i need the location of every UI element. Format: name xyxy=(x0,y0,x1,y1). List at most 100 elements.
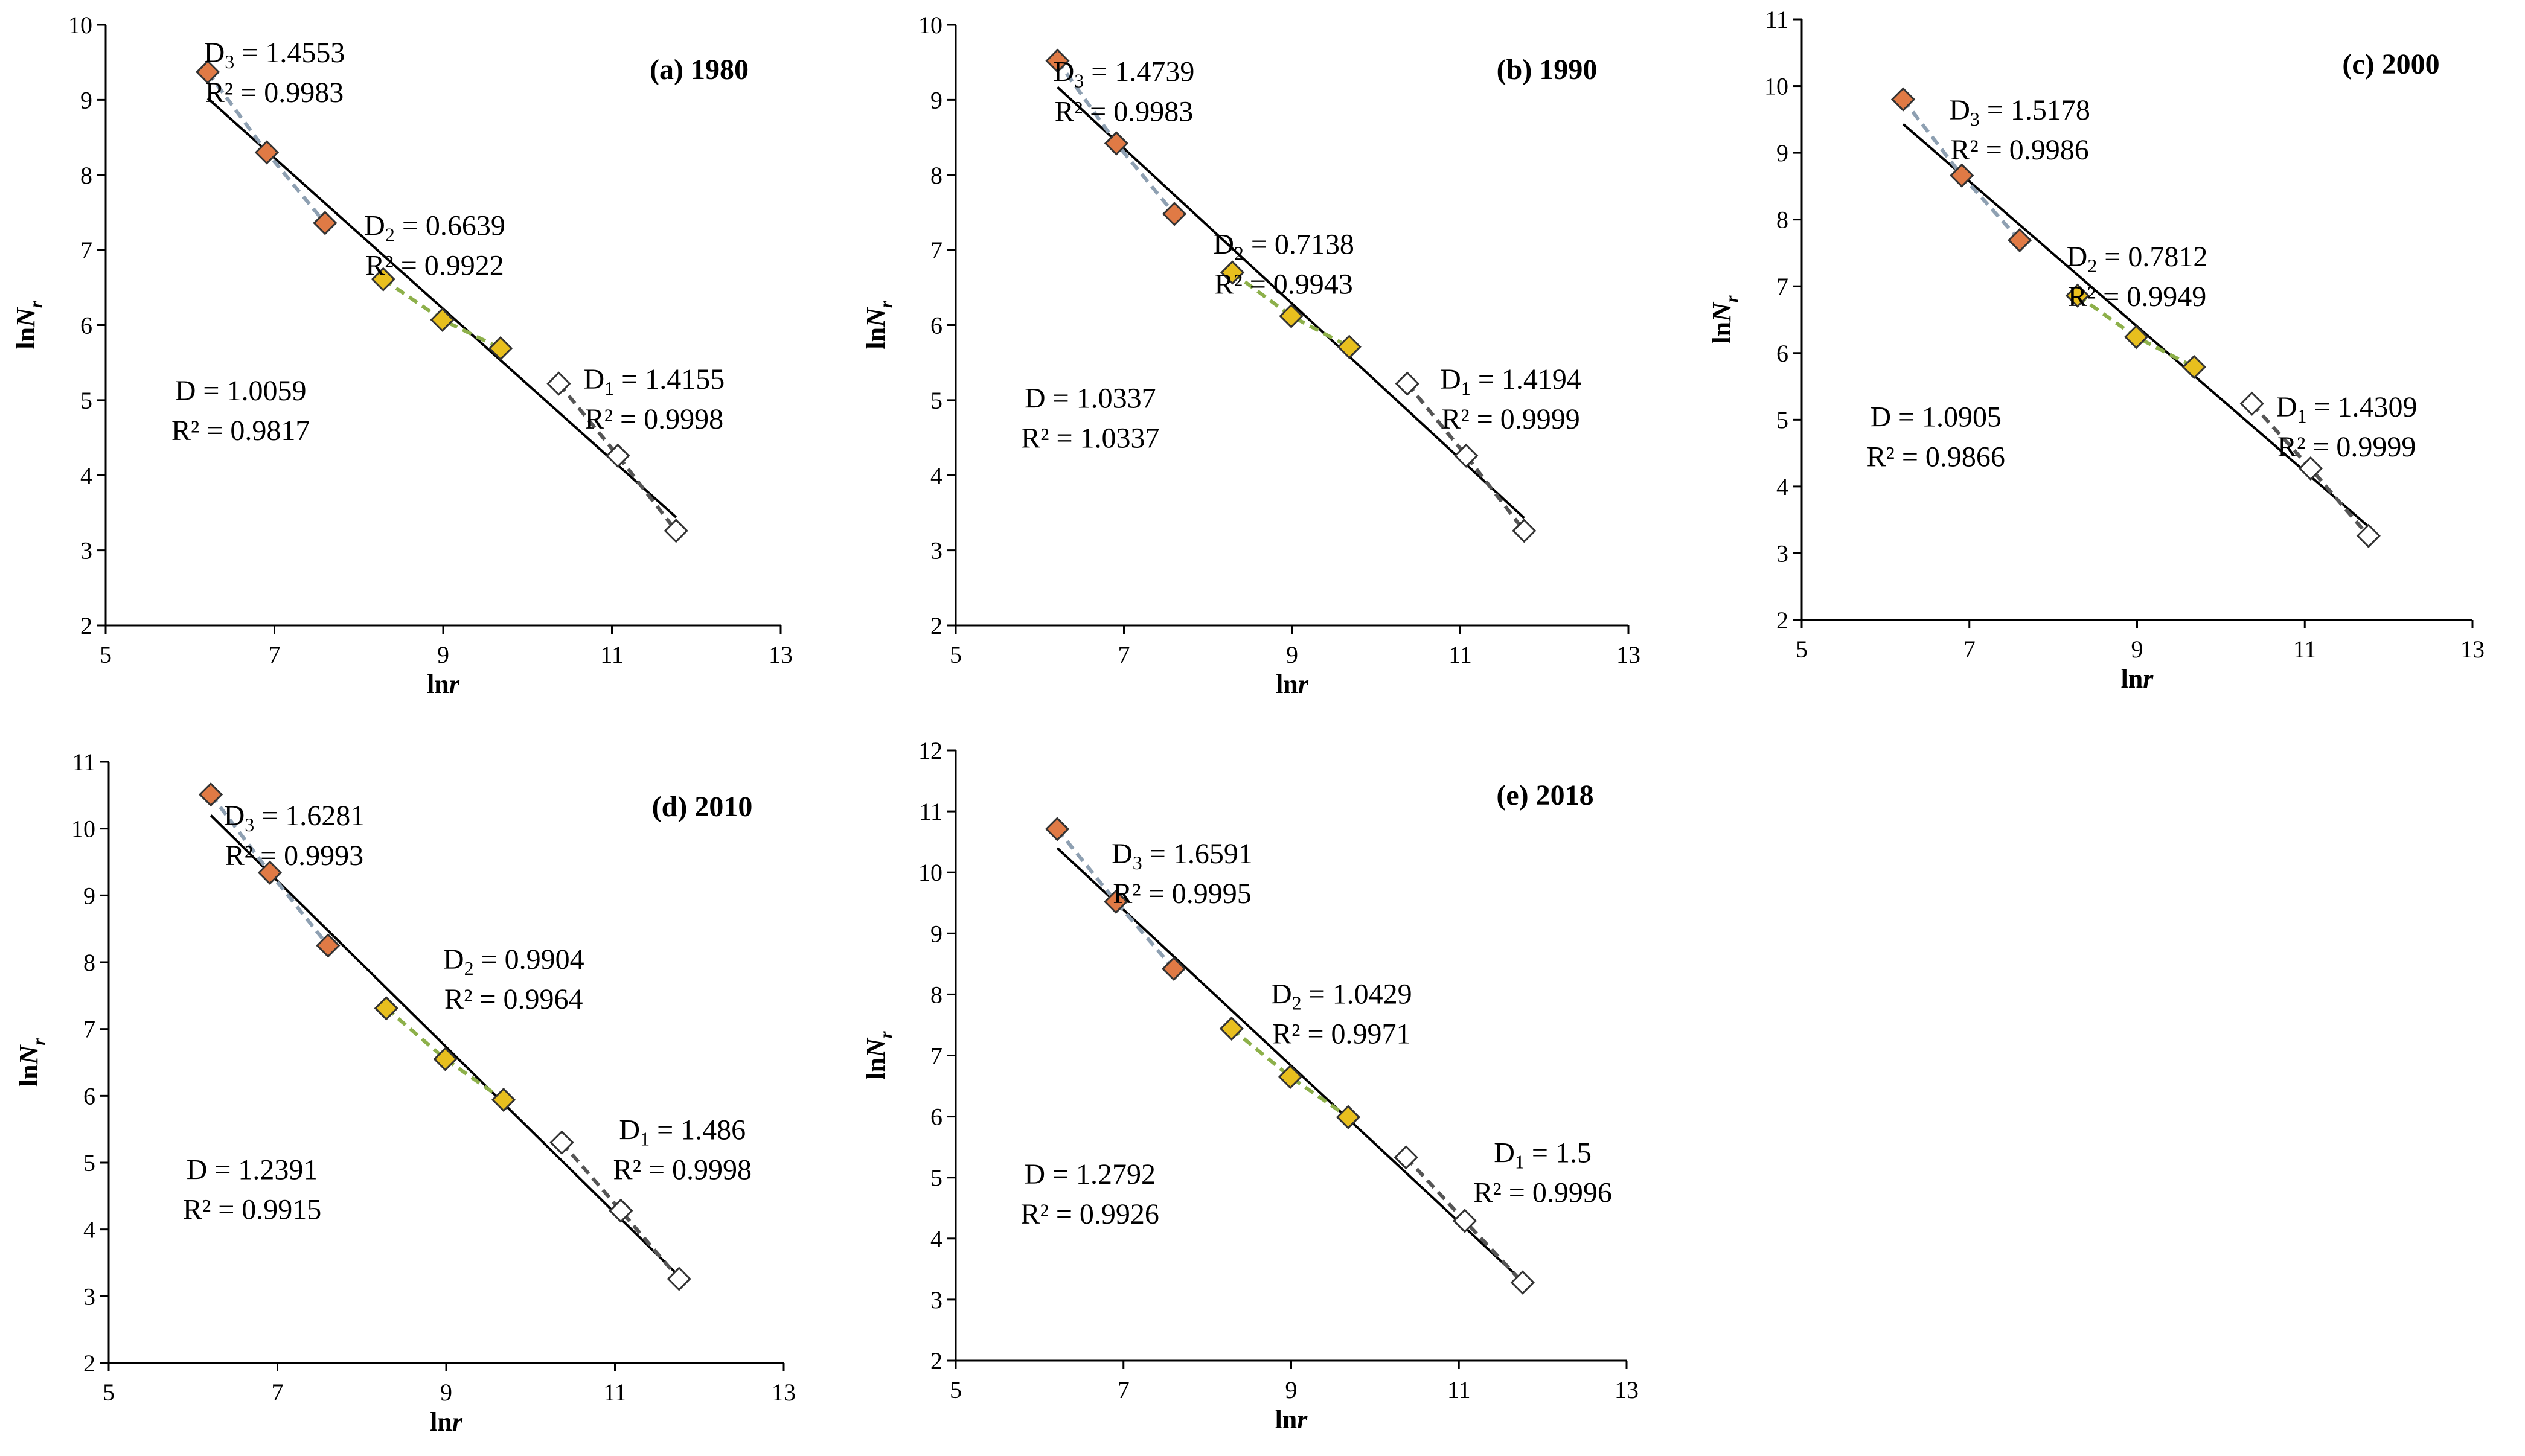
annotation-d2-value: D2 = 0.9904 xyxy=(443,944,584,979)
data-point-marker xyxy=(549,1130,574,1155)
panel-title: (b) 1990 xyxy=(1497,54,1598,86)
annotation-d2-r2: R² = 0.9964 xyxy=(444,983,583,1015)
data-point-marker xyxy=(2298,456,2323,481)
y-tick-label: 3 xyxy=(80,537,92,564)
x-tick-label: 5 xyxy=(950,1376,962,1403)
overall-fit-line xyxy=(1056,847,1524,1283)
x-tick-label: 13 xyxy=(1616,641,1640,668)
data-point-marker xyxy=(1279,304,1304,328)
y-tick-label: 11 xyxy=(919,798,942,825)
data-point-marker xyxy=(606,443,630,468)
y-tick-label: 2 xyxy=(930,612,942,639)
y-tick-label: 3 xyxy=(930,537,942,564)
annotation-d-r2: R² = 0.9926 xyxy=(1020,1198,1159,1230)
annotation-d2-value: D2 = 1.0429 xyxy=(1271,979,1412,1014)
data-point-marker xyxy=(1395,371,1419,396)
data-point-marker xyxy=(488,336,513,361)
data-point-marker xyxy=(2239,391,2264,416)
data-point-marker xyxy=(1220,260,1245,285)
annotation-d2-value: D2 = 0.7138 xyxy=(1213,228,1354,264)
data-point-marker xyxy=(546,371,571,396)
x-tick-label: 9 xyxy=(2131,636,2143,663)
x-axis-title: lnr xyxy=(2121,664,2154,694)
data-point-marker xyxy=(1950,163,1974,188)
annotation-d2-r2: R² = 0.9971 xyxy=(1272,1018,1410,1050)
x-tick-label: 13 xyxy=(1615,1376,1639,1403)
x-axis-title: lnr xyxy=(1275,1405,1308,1434)
annotation-d-value: D = 1.2391 xyxy=(187,1154,318,1186)
annotation-d2-r2: R² = 0.9922 xyxy=(365,249,504,281)
y-axis-title: lnNr xyxy=(1707,295,1742,343)
y-tick-label: 3 xyxy=(1776,540,1788,567)
data-point-marker xyxy=(2007,228,2032,253)
annotation-d-r2: R² = 0.9915 xyxy=(183,1194,321,1226)
data-point-marker xyxy=(1452,1209,1477,1233)
annotation-d3-r2: R² = 0.9986 xyxy=(1950,134,2088,166)
y-tick-label: 6 xyxy=(80,312,92,339)
x-tick-label: 7 xyxy=(1118,641,1130,668)
y-tick-label: 9 xyxy=(1776,139,1788,167)
y-tick-label: 10 xyxy=(918,859,942,886)
data-point-marker xyxy=(2065,283,2090,308)
y-tick-label: 4 xyxy=(80,462,92,489)
overall-fit-line xyxy=(1057,86,1525,519)
y-tick-label: 10 xyxy=(918,11,942,39)
y-tick-label: 4 xyxy=(930,1225,942,1253)
y-tick-label: 6 xyxy=(83,1082,95,1110)
annotation-d1-r2: R² = 0.9998 xyxy=(585,403,723,435)
chart-panel-4: 2 3 4 5 6 7 8 9 10 11 5 7 9 11 13 lnr lnNr (d) 2010 D3 = 1… xyxy=(14,749,796,1437)
data-point-marker xyxy=(609,1198,633,1223)
segment-fit-line xyxy=(1230,1027,1349,1119)
data-point-marker xyxy=(1104,131,1129,156)
data-point-marker xyxy=(664,519,688,543)
x-tick-label: 11 xyxy=(603,1379,627,1406)
x-tick-label: 9 xyxy=(1285,1376,1298,1403)
data-point-marker xyxy=(1104,889,1128,914)
data-point-marker xyxy=(198,782,223,807)
annotation-d1-value: D1 = 1.4194 xyxy=(1440,363,1581,399)
x-tick-label: 5 xyxy=(950,641,962,668)
y-tick-label: 6 xyxy=(930,312,942,339)
annotation-d3-r2: R² = 0.9995 xyxy=(1113,878,1251,910)
data-point-marker xyxy=(257,860,283,885)
data-point-marker xyxy=(1510,1270,1535,1295)
y-tick-label: 7 xyxy=(930,237,942,264)
data-point-marker xyxy=(1161,956,1186,982)
y-tick-label: 5 xyxy=(80,387,92,414)
x-tick-label: 7 xyxy=(272,1379,284,1406)
x-tick-label: 11 xyxy=(600,641,624,668)
data-point-marker xyxy=(2356,523,2381,548)
annotation-d3-value: D3 = 1.6281 xyxy=(224,800,365,835)
data-point-marker xyxy=(1045,817,1070,841)
overall-fit-line xyxy=(206,97,677,519)
annotation-d1-value: D1 = 1.5 xyxy=(1494,1137,1592,1172)
data-point-marker xyxy=(667,1266,691,1291)
x-tick-label: 5 xyxy=(103,1379,115,1406)
x-tick-label: 13 xyxy=(772,1379,796,1406)
x-tick-label: 7 xyxy=(269,641,281,668)
data-point-marker xyxy=(254,140,280,165)
y-tick-label: 6 xyxy=(930,1103,942,1131)
overall-fit-line xyxy=(210,814,680,1277)
y-tick-label: 7 xyxy=(80,237,92,264)
x-tick-label: 11 xyxy=(1447,1376,1471,1403)
y-axis-title: lnNr xyxy=(11,301,46,349)
y-tick-label: 2 xyxy=(930,1347,942,1375)
annotation-d3-value: D3 = 1.5178 xyxy=(1949,94,2090,130)
panel-title: (d) 2010 xyxy=(652,791,753,823)
y-tick-label: 9 xyxy=(930,86,942,113)
x-axis-title: lnr xyxy=(427,669,460,699)
data-point-marker xyxy=(1045,48,1070,73)
y-tick-label: 8 xyxy=(930,162,942,189)
data-point-marker xyxy=(1890,87,1916,112)
y-tick-label: 2 xyxy=(1776,607,1788,634)
annotation-d3-value: D3 = 1.4739 xyxy=(1054,56,1195,91)
annotation-d3-value: D3 = 1.6591 xyxy=(1112,838,1253,873)
y-tick-label: 4 xyxy=(930,462,942,489)
chart-panel-3: 2 3 4 5 6 7 8 9 10 11 5 7 9 11 13 lnr lnNr (c) 2000 D3 = 1… xyxy=(1707,6,2485,694)
annotation-d-value: D = 1.0337 xyxy=(1025,382,1156,414)
y-tick-label: 7 xyxy=(1776,273,1788,300)
y-tick-label: 2 xyxy=(83,1350,95,1377)
segment-fit-line xyxy=(1231,271,1351,349)
data-point-marker xyxy=(1512,519,1537,543)
